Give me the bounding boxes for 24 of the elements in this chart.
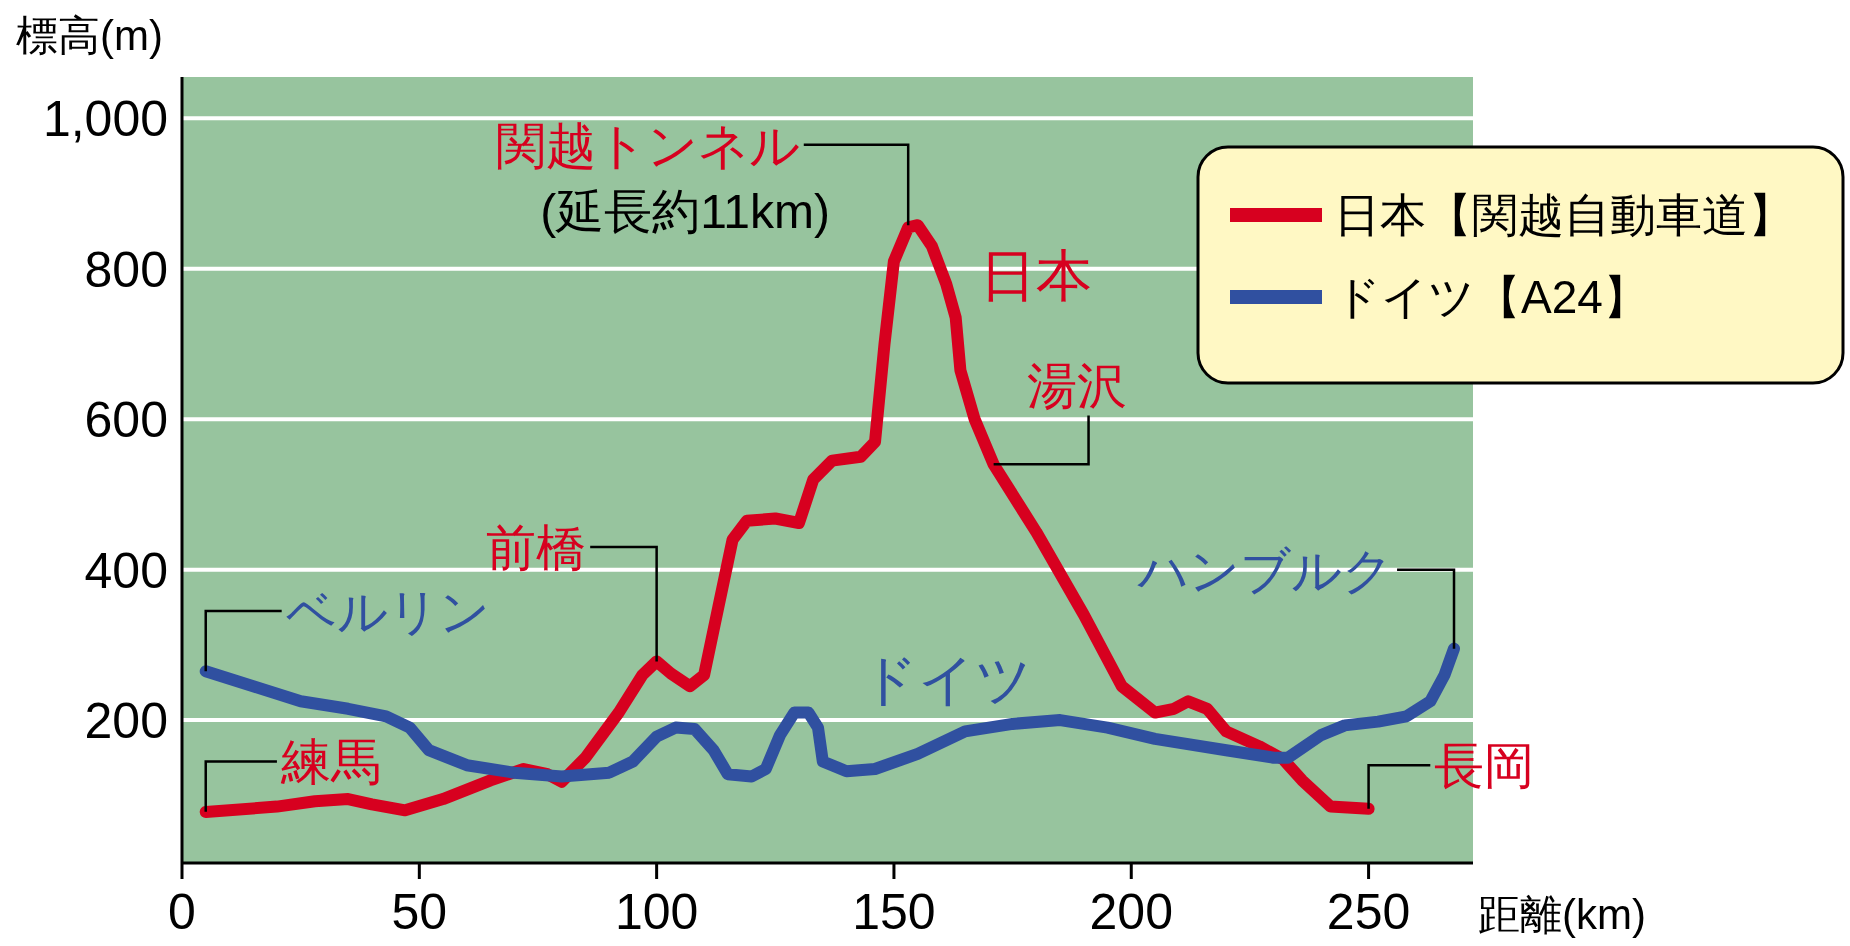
- y-tick-label: 1,000: [42, 91, 168, 148]
- annotation: 湯沢: [1026, 358, 1127, 415]
- x-tick-label: 250: [1326, 884, 1411, 940]
- legend-label: 日本【関越自動車道】: [1334, 189, 1794, 241]
- y-tick-label: 200: [84, 693, 168, 750]
- x-tick-label: 50: [391, 884, 448, 940]
- annotation: 練馬: [279, 734, 381, 791]
- legend-label: ドイツ【A24】: [1334, 271, 1649, 323]
- x-tick-label: 200: [1089, 884, 1173, 940]
- y-tick-label: 800: [84, 241, 168, 298]
- x-tick-label: 100: [614, 884, 699, 940]
- x-axis-title: 距離(km): [1478, 891, 1646, 938]
- y-tick-label: 400: [84, 542, 168, 599]
- annotation: ドイツ: [860, 647, 1032, 711]
- annotation: ベルリン: [285, 584, 490, 641]
- annotation: 前橋: [486, 520, 587, 577]
- x-tick-label: 0: [168, 884, 196, 940]
- y-tick-label: 600: [84, 392, 168, 449]
- annotation: (延長約11km): [540, 185, 830, 239]
- annotation: 日本: [980, 244, 1093, 308]
- annotation: 長岡: [1434, 738, 1535, 795]
- y-axis-title: 標高(m): [16, 12, 163, 59]
- annotation: 関越トンネル: [495, 117, 800, 174]
- x-tick-label: 150: [852, 884, 936, 940]
